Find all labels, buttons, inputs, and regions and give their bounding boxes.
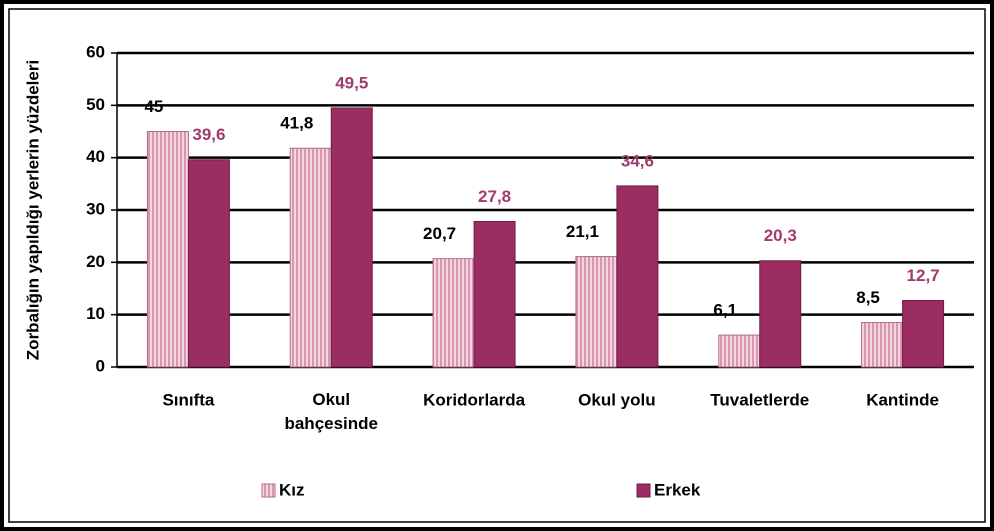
bar — [616, 185, 659, 368]
bar — [330, 107, 373, 368]
y-tick-label: 30 — [86, 199, 105, 218]
bar — [289, 147, 332, 368]
y-tick-label: 20 — [86, 252, 105, 271]
data-label: 49,5 — [335, 73, 368, 92]
x-tick-label: Tuvaletlerde — [710, 390, 809, 409]
bar — [575, 256, 618, 368]
bar — [473, 221, 516, 368]
x-tick-label: Kantinde — [866, 390, 939, 409]
x-tick-label: Okul bahçesinde — [284, 390, 378, 433]
legend-swatch — [261, 483, 276, 498]
data-label: 12,7 — [907, 266, 940, 285]
bar — [146, 131, 189, 368]
y-axis-label: Zorbalığın yapıldığı yerlerin yüzdeleri — [23, 60, 42, 360]
y-tick-label: 50 — [86, 95, 105, 114]
y-tick-label: 40 — [86, 147, 105, 166]
legend-label: Kız — [279, 480, 305, 499]
data-label: 6,1 — [713, 301, 737, 320]
inner-frame — [8, 8, 986, 523]
bar — [759, 260, 802, 368]
data-label: 34,6 — [621, 151, 654, 170]
bar — [432, 258, 475, 368]
data-label: 45 — [144, 97, 163, 116]
x-tick-label: Sınıfta — [162, 390, 214, 409]
x-tick-label: Koridorlarda — [423, 390, 526, 409]
y-tick-label: 0 — [96, 356, 105, 375]
y-tick-label: 10 — [86, 304, 105, 323]
bar — [718, 334, 761, 368]
bar — [187, 159, 230, 368]
data-label: 27,8 — [478, 187, 511, 206]
x-tick-label: Okul yolu — [578, 390, 655, 409]
y-tick-label: 60 — [86, 42, 105, 61]
bar — [861, 322, 904, 368]
data-label: 8,5 — [856, 288, 880, 307]
data-label: 21,1 — [566, 222, 599, 241]
data-label: 39,6 — [192, 125, 225, 144]
legend-label: Erkek — [654, 480, 701, 499]
data-label: 20,7 — [423, 224, 456, 243]
data-label: 20,3 — [764, 226, 797, 245]
data-label: 41,8 — [280, 114, 313, 133]
bar — [902, 300, 945, 368]
legend-swatch — [636, 483, 651, 498]
